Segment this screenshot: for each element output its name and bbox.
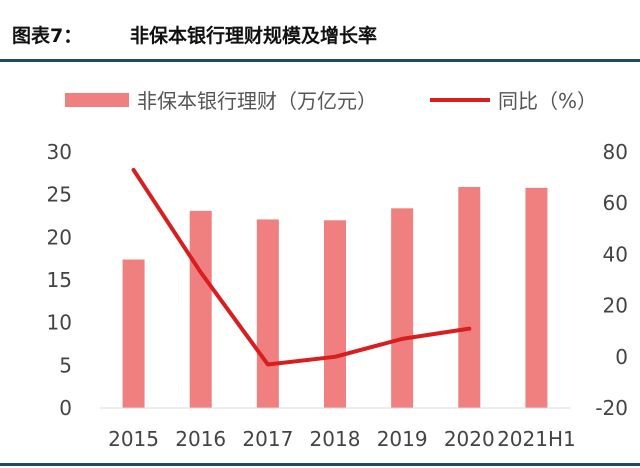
figure-title: 非保本银行理财规模及增长率 [130,25,378,47]
left-tick-label: 0 [59,396,72,420]
bar-series [122,186,548,408]
bar [458,186,481,408]
bar [391,208,414,408]
left-tick-label: 15 [47,268,72,292]
bar [324,220,346,408]
x-tick-label: 2018 [310,427,361,451]
chart: 非保本银行理财（万亿元） 同比（%） 0 5 10 15 20 25 30 -20 0 20 40… [47,89,628,451]
left-tick-label: 10 [47,311,72,335]
line-series [131,167,472,367]
right-tick-label: 0 [615,345,628,369]
left-tick-label: 30 [47,140,72,164]
legend-line-label: 同比（%） [498,89,597,113]
x-axis-ticks: 2015 2016 2017 2018 2019 2020 2021H1 [108,427,576,451]
right-axis-ticks: -20 0 20 40 60 80 [595,140,628,420]
right-tick-label: 40 [603,242,628,266]
bar [189,210,212,408]
bar [256,219,279,408]
growth-line [131,167,472,367]
x-tick-label: 2017 [242,427,293,451]
bar [525,187,548,408]
bottom-rule [0,463,640,466]
legend-bar-label: 非保本银行理财（万亿元） [137,89,377,113]
figure-title-bar: 图表7： 非保本银行理财规模及增长率 [0,0,640,62]
left-tick-label: 20 [47,225,72,249]
x-tick-label: 2015 [108,427,159,451]
right-tick-label: 80 [603,140,628,164]
legend: 非保本银行理财（万亿元） 同比（%） [65,89,597,113]
right-tick-label: 20 [603,294,628,318]
x-tick-label: 2019 [377,427,428,451]
right-tick-label: -20 [595,396,628,420]
bar [122,259,145,408]
figure-number: 图表7： [12,25,83,47]
x-tick-label: 2016 [175,427,226,451]
x-tick-label: 2020 [444,427,495,451]
right-tick-label: 60 [603,191,628,215]
left-axis-ticks: 0 5 10 15 20 25 30 [47,140,72,420]
legend-bar-swatch [65,93,129,107]
left-tick-label: 25 [47,183,72,207]
left-tick-label: 5 [59,353,72,377]
x-tick-label: 2021H1 [497,427,576,451]
